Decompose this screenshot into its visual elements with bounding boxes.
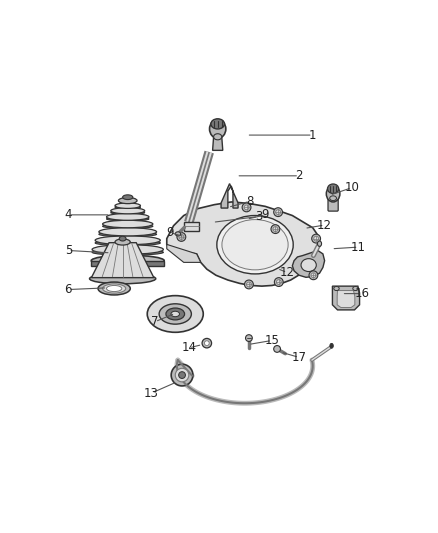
- Ellipse shape: [301, 259, 316, 271]
- Circle shape: [274, 345, 280, 352]
- Ellipse shape: [95, 236, 160, 245]
- Ellipse shape: [89, 277, 156, 282]
- Ellipse shape: [92, 249, 163, 255]
- Text: 12: 12: [317, 219, 332, 231]
- Ellipse shape: [98, 282, 130, 295]
- Ellipse shape: [326, 185, 340, 202]
- Ellipse shape: [115, 239, 130, 245]
- Text: 16: 16: [354, 287, 369, 300]
- Ellipse shape: [330, 196, 336, 200]
- Ellipse shape: [328, 184, 339, 193]
- Circle shape: [205, 341, 209, 345]
- Text: 6: 6: [64, 283, 72, 296]
- Polygon shape: [212, 137, 223, 150]
- Circle shape: [242, 203, 251, 212]
- Ellipse shape: [106, 286, 122, 292]
- Circle shape: [312, 234, 321, 243]
- Ellipse shape: [99, 228, 156, 236]
- Ellipse shape: [123, 195, 133, 199]
- Circle shape: [246, 335, 252, 342]
- Polygon shape: [167, 245, 201, 262]
- Ellipse shape: [318, 241, 321, 246]
- Circle shape: [276, 280, 281, 285]
- Ellipse shape: [91, 255, 164, 266]
- Text: 15: 15: [265, 334, 279, 347]
- Circle shape: [274, 278, 283, 286]
- Circle shape: [244, 280, 253, 289]
- Polygon shape: [184, 222, 199, 231]
- Polygon shape: [221, 184, 238, 208]
- Ellipse shape: [217, 215, 293, 274]
- Circle shape: [314, 236, 318, 241]
- Circle shape: [273, 227, 278, 231]
- Ellipse shape: [209, 119, 226, 138]
- Circle shape: [202, 338, 212, 348]
- Text: 13: 13: [144, 386, 159, 400]
- Ellipse shape: [118, 198, 137, 204]
- Circle shape: [309, 271, 318, 280]
- Circle shape: [244, 205, 249, 210]
- Ellipse shape: [89, 273, 156, 284]
- Text: 9: 9: [166, 226, 174, 239]
- Text: 7: 7: [151, 316, 159, 328]
- Ellipse shape: [166, 308, 184, 320]
- Circle shape: [177, 232, 186, 241]
- Ellipse shape: [211, 119, 224, 129]
- Polygon shape: [92, 243, 154, 278]
- Circle shape: [271, 225, 280, 233]
- Circle shape: [179, 235, 184, 239]
- Circle shape: [274, 208, 283, 216]
- Ellipse shape: [334, 286, 339, 290]
- Text: 11: 11: [351, 240, 366, 254]
- Text: 1: 1: [309, 128, 317, 142]
- Text: 8: 8: [246, 195, 254, 208]
- Circle shape: [175, 368, 189, 382]
- Ellipse shape: [102, 224, 153, 229]
- Ellipse shape: [102, 220, 153, 228]
- Circle shape: [171, 364, 193, 386]
- Text: 12: 12: [280, 266, 295, 279]
- FancyBboxPatch shape: [328, 197, 338, 211]
- Ellipse shape: [159, 304, 191, 324]
- Polygon shape: [337, 290, 355, 308]
- Ellipse shape: [111, 208, 145, 214]
- Text: 14: 14: [181, 342, 196, 354]
- Ellipse shape: [92, 245, 163, 254]
- Ellipse shape: [353, 286, 358, 290]
- Text: 3: 3: [255, 210, 262, 223]
- Ellipse shape: [330, 343, 333, 348]
- Circle shape: [179, 372, 185, 378]
- Text: 10: 10: [344, 181, 359, 194]
- Ellipse shape: [106, 214, 149, 220]
- Ellipse shape: [99, 232, 156, 237]
- Ellipse shape: [95, 240, 160, 246]
- Ellipse shape: [119, 236, 126, 241]
- Ellipse shape: [115, 206, 141, 209]
- Text: 2: 2: [295, 169, 303, 182]
- Polygon shape: [167, 202, 319, 286]
- Text: 9: 9: [261, 208, 269, 221]
- Circle shape: [311, 273, 316, 278]
- Ellipse shape: [102, 284, 126, 293]
- Ellipse shape: [115, 203, 141, 208]
- Ellipse shape: [222, 220, 288, 270]
- Ellipse shape: [111, 211, 145, 214]
- Ellipse shape: [171, 311, 180, 317]
- Polygon shape: [332, 286, 360, 310]
- Text: 4: 4: [64, 208, 72, 221]
- Circle shape: [247, 282, 251, 287]
- Ellipse shape: [175, 232, 181, 236]
- Polygon shape: [293, 251, 325, 277]
- Text: 17: 17: [292, 351, 307, 364]
- Ellipse shape: [147, 296, 203, 332]
- Circle shape: [276, 210, 280, 214]
- Ellipse shape: [214, 134, 222, 140]
- Polygon shape: [92, 261, 164, 266]
- Text: 5: 5: [65, 244, 72, 257]
- Ellipse shape: [106, 217, 149, 221]
